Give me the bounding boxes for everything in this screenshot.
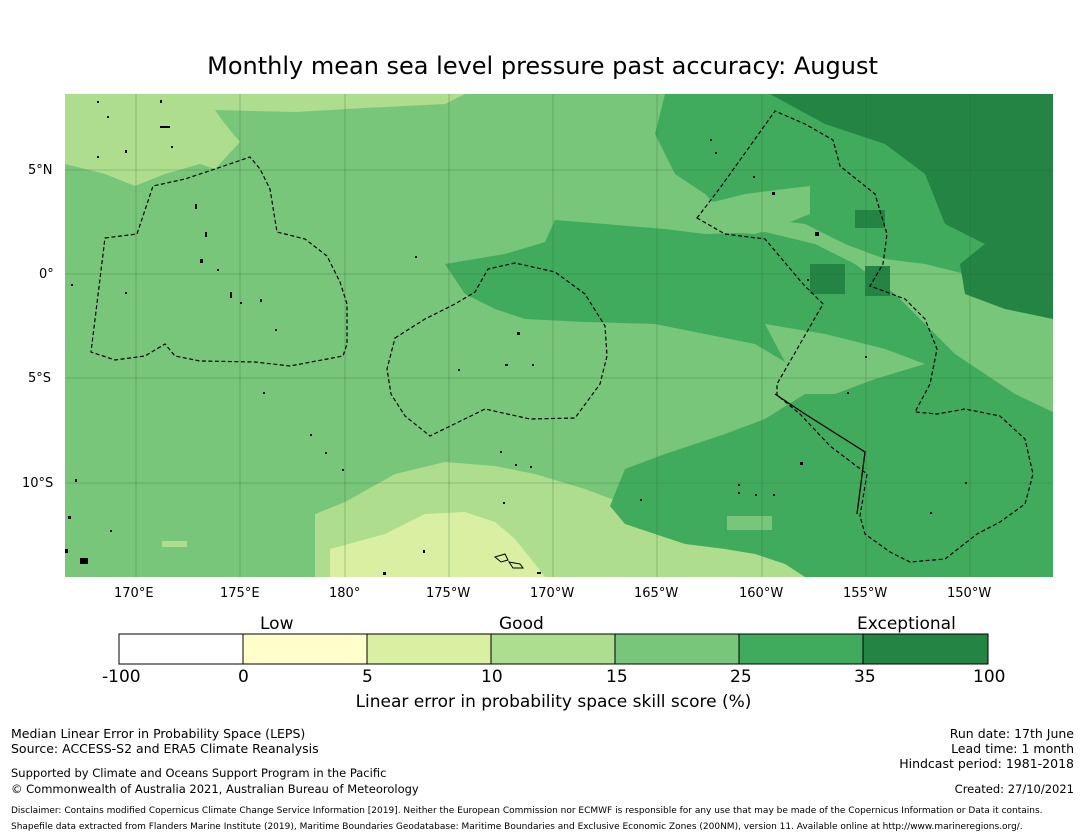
x-tick-label: 160°W (739, 586, 784, 601)
colorbar-tick: 15 (606, 667, 628, 687)
eez-tokelau (386, 262, 608, 437)
island-outline-samoa (493, 553, 524, 569)
x-tick-label: 150°W (947, 586, 992, 601)
eez-solid-boundary (774, 393, 866, 515)
hindcast-period: Hindcast period: 1981-2018 (899, 756, 1074, 771)
colorbar-title: Linear error in probability space skill … (355, 692, 752, 712)
colorbar-segment (366, 633, 492, 665)
category-good: Good (499, 614, 544, 634)
y-tick-label: 0° (39, 267, 54, 282)
colorbar-tick: 35 (854, 667, 876, 687)
colorbar (118, 633, 989, 665)
category-exceptional: Exceptional (857, 614, 956, 634)
islands (65, 100, 967, 575)
region-dark-patch-1 (855, 210, 885, 228)
colorbar-segment (614, 633, 740, 665)
colorbar-tick: 25 (730, 667, 752, 687)
shapefile-credit: Shapefile data extracted from Flanders M… (11, 822, 1023, 832)
region-light-patch-2 (727, 516, 772, 530)
y-tick-label: 5°N (28, 163, 53, 178)
colorbar-tick: 0 (238, 667, 249, 687)
lead-time: Lead time: 1 month (951, 741, 1074, 756)
colorbar-segment (862, 633, 989, 665)
x-tick-label: 170°W (530, 586, 575, 601)
x-tick-label: 175°W (426, 586, 471, 601)
eez-kiribati-line (696, 110, 1034, 563)
skill-map (65, 94, 1053, 577)
region-dark-patch-2 (810, 264, 845, 294)
colorbar-segment (118, 633, 244, 665)
x-tick-label: 165°W (634, 586, 679, 601)
region-light-east-stripe (665, 186, 810, 234)
support-line: Supported by Climate and Oceans Support … (11, 766, 387, 780)
colorbar-segment (242, 633, 368, 665)
run-date: Run date: 17th June (949, 726, 1074, 741)
disclaimer: Disclaimer: Contains modified Copernicus… (11, 806, 1043, 816)
colorbar-tick: 5 (362, 667, 373, 687)
copyright-line: © Commonwealth of Australia 2021, Austra… (11, 782, 419, 796)
region-light-patch (162, 541, 187, 547)
colorbar-tick: 10 (481, 667, 503, 687)
graticule (65, 94, 1053, 577)
x-tick-label: 155°W (843, 586, 888, 601)
colorbar-tick: -100 (102, 667, 141, 687)
created-date: Created: 27/10/2021 (954, 782, 1074, 796)
region-pale-south (330, 512, 545, 577)
region-dark-northeast (770, 94, 1053, 319)
chart-title: Monthly mean sea level pressure past acc… (207, 52, 878, 80)
method-line: Median Linear Error in Probability Space… (11, 726, 306, 741)
colorbar-segment (490, 633, 616, 665)
region-medium-central (445, 220, 1053, 577)
source-line: Source: ACCESS-S2 and ERA5 Climate Reana… (11, 741, 319, 756)
y-tick-label: 10°S (22, 476, 54, 491)
colorbar-tick: 100 (973, 667, 1006, 687)
category-low: Low (260, 614, 294, 634)
region-light-northwest (65, 94, 465, 186)
x-tick-label: 180° (329, 586, 361, 601)
region-dark-patch-3 (865, 266, 890, 296)
colorbar-segment (738, 633, 864, 665)
eez-boundaries (90, 110, 1034, 563)
x-tick-label: 170°E (114, 586, 154, 601)
x-tick-label: 175°E (220, 586, 260, 601)
y-tick-label: 5°S (28, 371, 52, 386)
region-light-east-stripe-2 (765, 324, 925, 394)
